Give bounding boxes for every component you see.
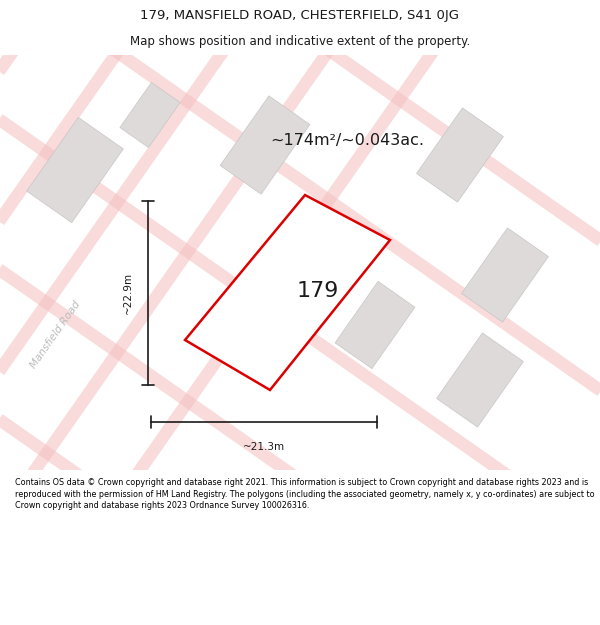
Text: ~174m²/~0.043ac.: ~174m²/~0.043ac. (270, 132, 424, 148)
Text: Contains OS data © Crown copyright and database right 2021. This information is : Contains OS data © Crown copyright and d… (15, 478, 595, 511)
Polygon shape (220, 96, 310, 194)
Text: ~22.9m: ~22.9m (123, 272, 133, 314)
Polygon shape (185, 195, 390, 390)
Text: 179, MANSFIELD ROAD, CHESTERFIELD, S41 0JG: 179, MANSFIELD ROAD, CHESTERFIELD, S41 0… (140, 9, 460, 22)
Polygon shape (461, 228, 548, 322)
Polygon shape (26, 118, 124, 222)
Polygon shape (437, 333, 523, 427)
Text: Mansfield Road: Mansfield Road (28, 299, 82, 371)
Polygon shape (416, 108, 503, 202)
Polygon shape (120, 82, 180, 148)
Text: Map shows position and indicative extent of the property.: Map shows position and indicative extent… (130, 35, 470, 48)
Text: 179: 179 (296, 281, 338, 301)
Text: ~21.3m: ~21.3m (243, 442, 285, 452)
Polygon shape (335, 281, 415, 369)
